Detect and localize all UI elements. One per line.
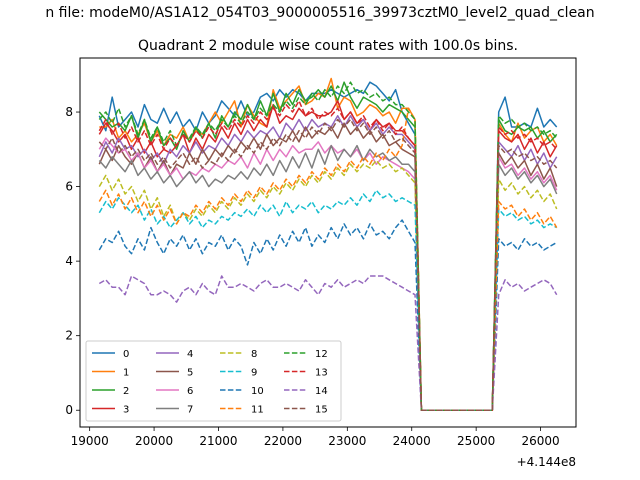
- series-line-15: [98, 118, 558, 411]
- y-tick-label: 2: [65, 329, 73, 343]
- x-tick-label: 20000: [135, 434, 173, 448]
- legend-label-0: 0: [123, 349, 129, 360]
- series-lines: [98, 77, 558, 411]
- legend-label-13: 13: [315, 368, 328, 379]
- x-tick-label: 21000: [199, 434, 237, 448]
- y-tick-label: 8: [65, 105, 73, 119]
- x-tick-label: 19000: [71, 434, 109, 448]
- legend-box: [85, 340, 342, 422]
- legend-label-9: 9: [251, 368, 257, 379]
- y-tick-label: 4: [65, 254, 73, 268]
- legend-label-12: 12: [315, 349, 328, 360]
- y-tick-label: 0: [65, 403, 73, 417]
- y-tick-label: 6: [65, 180, 73, 194]
- legend-label-11: 11: [251, 405, 264, 416]
- x-tick-label: 25000: [457, 434, 495, 448]
- x-tick-label: 24000: [393, 434, 431, 448]
- chart-title: Quadrant 2 module wise count rates with …: [138, 38, 518, 54]
- x-tick-label: 23000: [328, 434, 366, 448]
- x-tick-label: 22000: [264, 434, 302, 448]
- x-offset-label: +4.144e8: [517, 455, 576, 469]
- x-tick-label: 26000: [521, 434, 559, 448]
- plot-area-frame: [79, 57, 577, 428]
- legend-label-2: 2: [123, 386, 129, 397]
- legend-label-8: 8: [251, 349, 257, 360]
- legend-label-3: 3: [123, 405, 129, 416]
- legend-label-14: 14: [315, 386, 328, 397]
- x-axis: 19000 20000 21000 22000 23000 24000 25000 26000: [71, 427, 560, 448]
- legend-label-10: 10: [251, 386, 264, 397]
- legend-label-1: 1: [123, 368, 129, 379]
- legend-label-7: 7: [187, 405, 193, 416]
- legend-label-5: 5: [187, 368, 193, 379]
- legend-label-6: 6: [187, 386, 193, 397]
- figure-suptitle: n file: modeM0/AS1A12_054T03_9000005516_…: [45, 5, 594, 21]
- legend-label-15: 15: [315, 405, 328, 416]
- y-axis: 0 2 4 6 8: [65, 105, 80, 417]
- legend-label-4: 4: [187, 349, 193, 360]
